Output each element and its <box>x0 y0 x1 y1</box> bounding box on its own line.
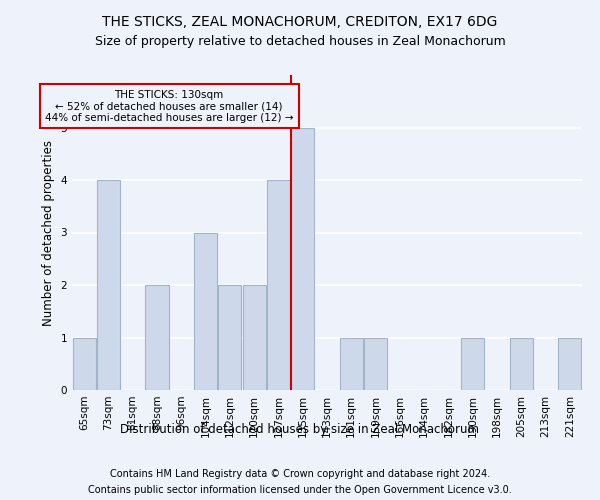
Text: Distribution of detached houses by size in Zeal Monachorum: Distribution of detached houses by size … <box>121 422 479 436</box>
Bar <box>242 285 266 390</box>
Text: Contains public sector information licensed under the Open Government Licence v3: Contains public sector information licen… <box>88 485 512 495</box>
Text: Size of property relative to detached houses in Zeal Monachorum: Size of property relative to detached ho… <box>95 35 505 48</box>
Bar <box>461 338 484 390</box>
Bar <box>510 338 533 390</box>
Y-axis label: Number of detached properties: Number of detached properties <box>42 140 55 326</box>
Bar <box>145 285 169 390</box>
Bar <box>267 180 290 390</box>
Bar <box>291 128 314 390</box>
Text: THE STICKS, ZEAL MONACHORUM, CREDITON, EX17 6DG: THE STICKS, ZEAL MONACHORUM, CREDITON, E… <box>103 15 497 29</box>
Bar <box>97 180 120 390</box>
Text: Contains HM Land Registry data © Crown copyright and database right 2024.: Contains HM Land Registry data © Crown c… <box>110 469 490 479</box>
Bar <box>194 232 217 390</box>
Bar <box>559 338 581 390</box>
Bar <box>218 285 241 390</box>
Bar <box>73 338 95 390</box>
Bar <box>340 338 363 390</box>
Bar <box>364 338 387 390</box>
Text: THE STICKS: 130sqm
← 52% of detached houses are smaller (14)
44% of semi-detache: THE STICKS: 130sqm ← 52% of detached hou… <box>45 90 293 123</box>
